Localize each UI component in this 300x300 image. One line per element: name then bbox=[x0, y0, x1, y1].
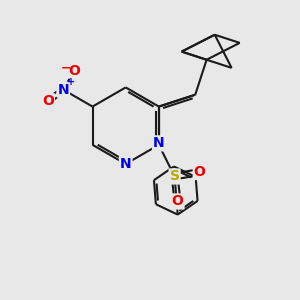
Text: O: O bbox=[68, 64, 80, 77]
Text: O: O bbox=[42, 94, 54, 108]
Text: O: O bbox=[172, 194, 184, 208]
Text: N: N bbox=[153, 136, 165, 150]
Text: N: N bbox=[120, 157, 131, 171]
Text: +: + bbox=[67, 77, 75, 87]
Text: O: O bbox=[194, 165, 206, 179]
Text: −: − bbox=[61, 61, 71, 74]
Text: S: S bbox=[169, 169, 180, 184]
Text: N: N bbox=[57, 82, 69, 97]
